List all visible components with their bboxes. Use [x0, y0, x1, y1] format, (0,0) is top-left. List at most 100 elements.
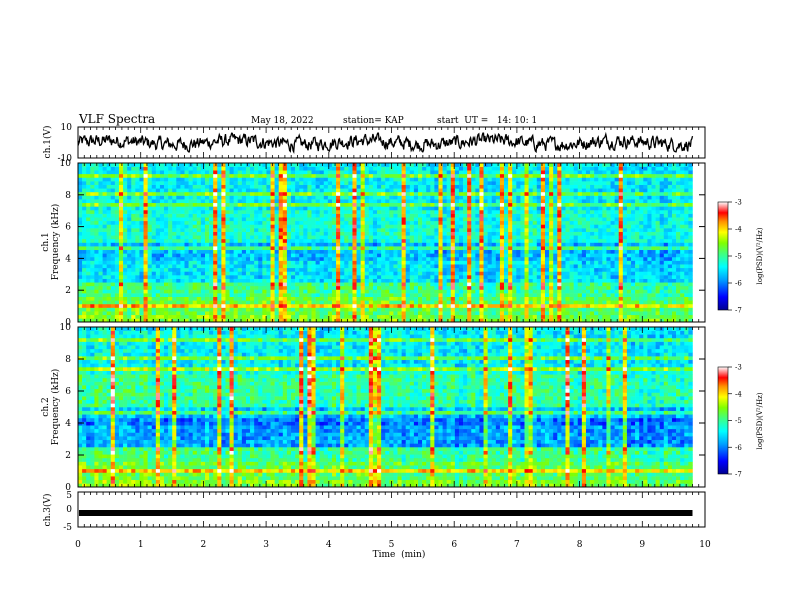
spectrogram-cell [381, 318, 386, 323]
spectrogram-cell [348, 246, 353, 251]
spectrogram-cell [426, 191, 431, 196]
spectrogram-cell [258, 224, 263, 229]
spectrogram-cell [286, 177, 292, 182]
spectrogram-cell [381, 253, 386, 258]
spectrogram-cell [233, 220, 239, 225]
spectrogram-cell [258, 220, 263, 225]
spectrogram-cell [454, 199, 460, 204]
spectrogram-cell [471, 311, 476, 316]
spectrogram-cell [319, 253, 325, 258]
spectrogram-cell [336, 206, 341, 211]
spectrogram-cell [491, 170, 497, 175]
spectrogram-cell [368, 303, 374, 308]
spectrogram-cell [307, 202, 312, 207]
spectrogram-cell [385, 275, 390, 279]
spectrogram-cell [245, 235, 251, 240]
spectrogram-cell [221, 206, 226, 211]
spectrogram-cell [377, 303, 382, 308]
spectrogram-cell [426, 267, 431, 272]
spectrogram-cell [413, 177, 419, 182]
spectrogram-cell [520, 249, 525, 254]
spectrogram-cell [512, 256, 517, 261]
spectrogram-cell [114, 188, 120, 193]
spectrogram-cell [200, 278, 206, 283]
spectrogram-cell [237, 220, 243, 225]
spectrogram-cell [127, 303, 132, 308]
spectrogram-cell [82, 195, 87, 200]
spectrogram-cell [274, 170, 280, 175]
spectrogram-cell [467, 311, 472, 316]
spectrogram-cell [454, 235, 460, 240]
spectrogram-cell [147, 199, 153, 204]
spectrogram-cell [331, 177, 337, 182]
spectrogram-cell [418, 282, 423, 287]
spectrogram-cell [405, 166, 411, 171]
spectrogram-cell [430, 289, 435, 294]
spectrogram-cell [168, 278, 173, 283]
spectrogram-cell [254, 242, 259, 247]
spectrogram-cell [331, 170, 337, 175]
spectrogram-cell [221, 199, 226, 204]
spectrogram-cell [86, 296, 91, 301]
spectrogram-cell [286, 220, 292, 225]
spectrogram-cell [389, 170, 394, 175]
spectrogram-cell [438, 181, 443, 185]
spectrogram-cell [491, 206, 497, 211]
spectrogram-cell [131, 260, 136, 265]
spectrogram-cell [106, 303, 112, 308]
spectrogram-cell [98, 278, 103, 283]
spectrogram-cell [467, 184, 472, 189]
spectrogram-cell [291, 260, 296, 265]
spectrogram-cell [266, 199, 271, 204]
spectrogram-cell [200, 300, 206, 305]
spectrogram-cell [315, 271, 320, 276]
spectrogram-cell [397, 163, 402, 167]
spectrogram-cell [364, 314, 370, 319]
spectrogram-cell [454, 278, 460, 283]
spectrogram-cell [458, 242, 464, 247]
spectrogram-cell [487, 275, 493, 279]
spectrogram-cell [192, 173, 198, 178]
spectrogram-cell [422, 303, 427, 308]
spectrogram-cell [204, 206, 210, 211]
spectrogram-cell [516, 173, 521, 178]
spectrogram-cell [331, 173, 337, 178]
spectrogram-cell [274, 307, 280, 312]
spectrogram-cell [82, 278, 87, 283]
spectrogram-cell [303, 209, 308, 214]
spectrogram-cell [299, 296, 304, 301]
spectrogram-cell [217, 293, 222, 297]
spectrogram-cell [331, 300, 337, 305]
spectrogram-cell [409, 289, 415, 294]
spectrogram-cell [454, 191, 460, 196]
spectrogram-cell [266, 293, 271, 297]
spectrogram-cell [504, 318, 509, 323]
spectrogram-cell [86, 293, 91, 297]
spectrogram-cell [405, 238, 411, 243]
spectrogram-cell [479, 184, 484, 189]
spectrogram-cell [491, 199, 497, 204]
spectrogram-cell [323, 282, 329, 287]
spectrogram-cell [139, 296, 144, 301]
spectrogram-cell [303, 256, 308, 261]
spectrogram-cell [381, 246, 386, 251]
spectrogram-cell [274, 293, 280, 297]
spectrogram-cell [114, 202, 120, 207]
spectrogram-cell [295, 311, 300, 316]
spectrogram-cell [340, 314, 345, 319]
spectrogram-cell [114, 260, 120, 265]
spectrogram-cell [262, 311, 267, 316]
spectrogram-cell [221, 300, 226, 305]
spectrogram-cell [225, 209, 230, 214]
spectrogram-cell [405, 191, 411, 196]
spectrogram-cell [200, 285, 206, 290]
spectrogram-cell [159, 296, 165, 301]
spectrogram-cell [348, 278, 353, 283]
spectrogram-cell [143, 224, 148, 229]
spectrogram-cell [377, 275, 382, 279]
spectrogram-cell [499, 293, 505, 297]
spectrogram-cell [291, 195, 296, 200]
spectrogram-cell [192, 224, 198, 229]
spectrogram-cell [102, 235, 107, 240]
spectrogram-cell [401, 271, 407, 276]
